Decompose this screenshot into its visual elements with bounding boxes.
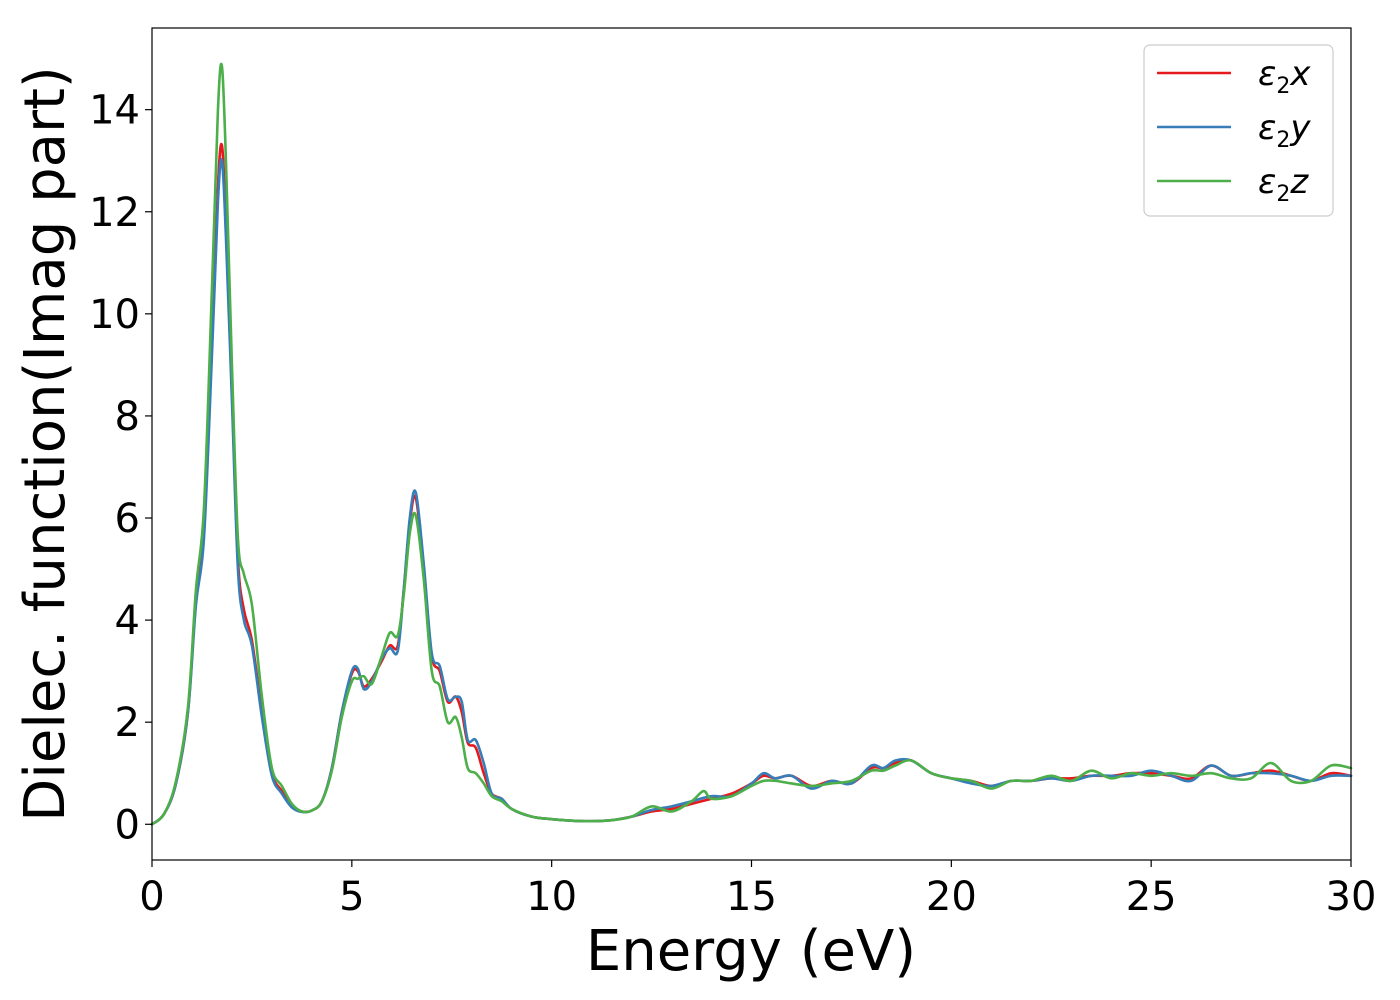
y-tick-label: 8 [115,394,140,440]
x-tick-label: 30 [1326,874,1377,920]
y-tick-label: 4 [115,598,140,644]
legend-box [1143,44,1334,217]
y-axis-title: Dielec. function(Imag part) [13,66,78,822]
x-tick-label: 25 [1126,874,1177,920]
x-tick-label: 5 [339,874,364,920]
legend-label-y: ε2y [1258,108,1311,153]
x-axis-ticks: 0 5 10 15 20 25 30 [139,860,1376,920]
y-tick-label: 14 [89,88,140,134]
x-axis-title: Energy (eV) [586,919,916,984]
y-tick-label: 12 [89,190,140,236]
y-tick-label: 2 [115,700,140,746]
legend-entries: ε2x ε2y ε2z [1157,54,1311,207]
legend: ε2x ε2y ε2z [1143,44,1334,217]
series-line-z [150,62,1353,826]
x-tick-label: 0 [139,874,164,920]
series-layer [150,62,1353,826]
x-tick-label: 15 [726,874,777,920]
x-tick-label: 10 [526,874,577,920]
y-axis-ticks: 0 2 4 6 8 10 12 14 [89,88,152,848]
y-tick-label: 0 [115,802,140,848]
y-tick-label: 10 [89,292,140,338]
legend-label-z: ε2z [1258,162,1309,207]
x-tick-label: 20 [926,874,977,920]
y-tick-label: 6 [115,496,140,542]
legend-label-x: ε2x [1258,54,1311,99]
